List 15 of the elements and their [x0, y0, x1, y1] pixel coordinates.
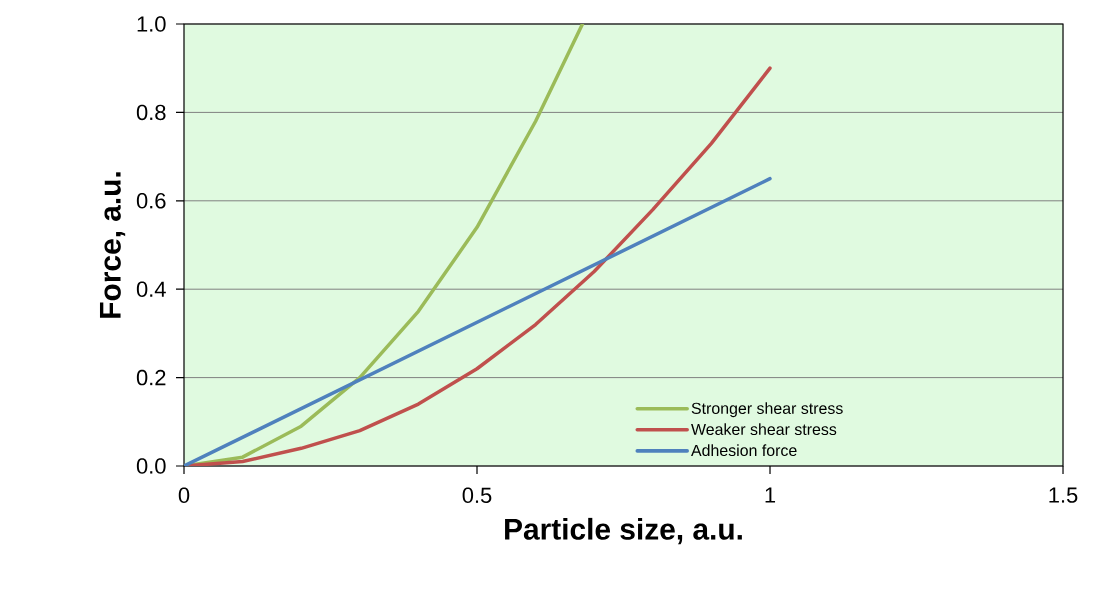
x-tick-label: 1.5 [1049, 487, 1078, 503]
legend-label: Stronger shear stress [691, 402, 843, 418]
y-tick-label: 0.8 [136, 104, 166, 121]
y-tick-label: 0.0 [136, 458, 166, 474]
x-tick-label: 1 [765, 487, 776, 503]
legend-label: Adhesion force [691, 444, 797, 457]
y-tick-label: 0.2 [136, 369, 166, 386]
x-tick-label: 0.5 [462, 487, 492, 504]
y-tick-label: 1.0 [137, 16, 166, 32]
legend-label: Weaker shear stress [691, 423, 837, 436]
y-tick-label: 0.6 [136, 193, 166, 209]
x-axis-title: Particle size, a.u. [505, 517, 742, 545]
y-tick-label: 0.4 [136, 281, 166, 297]
x-tick-label: 0 [178, 487, 190, 504]
y-axis-title: Force, a.u. [99, 172, 126, 318]
